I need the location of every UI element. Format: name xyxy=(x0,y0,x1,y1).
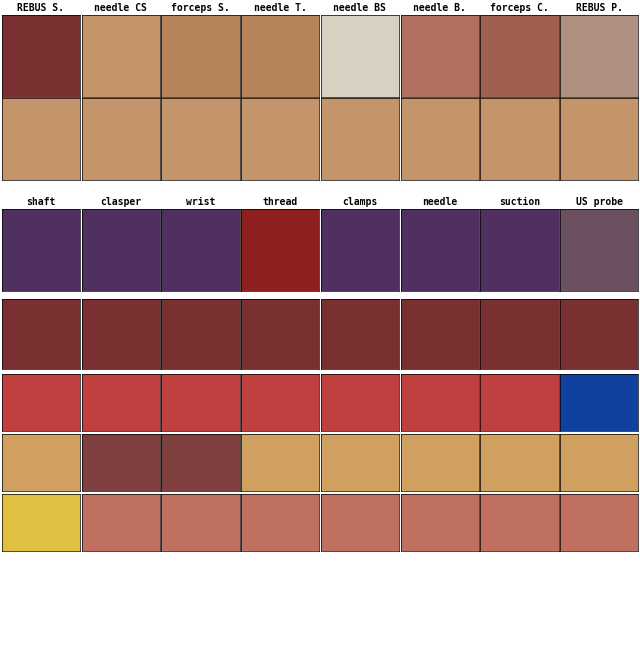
Text: shaft: shaft xyxy=(26,197,56,207)
Text: needle: needle xyxy=(422,197,457,207)
Text: needle BS: needle BS xyxy=(333,3,387,13)
Text: US probe: US probe xyxy=(575,197,623,207)
Text: clasper: clasper xyxy=(100,197,141,207)
Text: clamps: clamps xyxy=(342,197,378,207)
Text: forceps S.: forceps S. xyxy=(171,3,230,13)
Text: suction: suction xyxy=(499,197,540,207)
Text: REBUS P.: REBUS P. xyxy=(575,3,623,13)
Text: needle B.: needle B. xyxy=(413,3,466,13)
Text: REBUS S.: REBUS S. xyxy=(17,3,65,13)
Text: needle T.: needle T. xyxy=(253,3,307,13)
Text: forceps C.: forceps C. xyxy=(490,3,548,13)
Text: wrist: wrist xyxy=(186,197,215,207)
Text: thread: thread xyxy=(262,197,298,207)
Text: needle CS: needle CS xyxy=(94,3,147,13)
